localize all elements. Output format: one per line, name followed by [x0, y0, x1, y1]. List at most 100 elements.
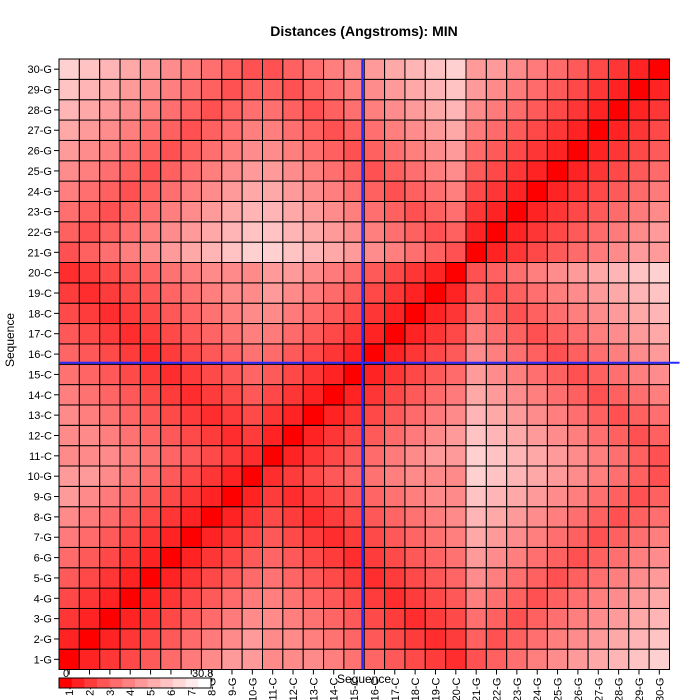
heatmap-cell-5-G-6-G[interactable] [160, 567, 182, 589]
heatmap-cell-18-C-17-C[interactable] [384, 302, 406, 325]
heatmap-cell-30-G-21-G[interactable] [465, 58, 487, 80]
heatmap-cell-9-G-17-C[interactable] [384, 485, 406, 508]
heatmap-cell-29-G-26-G[interactable] [567, 78, 589, 101]
heatmap-cell-6-G-5-G[interactable] [139, 546, 162, 569]
heatmap-cell-5-G-13-C[interactable] [302, 567, 325, 589]
heatmap-cell-27-G-15-C[interactable] [343, 119, 365, 141]
heatmap-cell-22-G-23-G[interactable] [506, 221, 528, 243]
heatmap-cell-13-C-16-C[interactable] [363, 404, 386, 426]
heatmap-cell-19-C-28-G[interactable] [607, 282, 630, 304]
heatmap-cell-25-G-14-C[interactable] [323, 160, 345, 182]
heatmap-cell-14-C-13-C[interactable] [302, 384, 325, 406]
heatmap-cell-9-G-25-G[interactable] [546, 485, 569, 508]
heatmap-cell-12-C-15-C[interactable] [343, 424, 365, 447]
heatmap-cell-11-C-29-G[interactable] [628, 445, 650, 467]
heatmap-cell-10-G-16-C[interactable] [363, 465, 386, 487]
heatmap-cell-20-C-6-G[interactable] [160, 262, 182, 284]
heatmap-cell-11-C-19-C[interactable] [424, 445, 447, 467]
heatmap-cell-6-G-2-G[interactable] [78, 546, 101, 569]
heatmap-cell-22-G-15-C[interactable] [343, 221, 365, 243]
heatmap-cell-21-G-22-G[interactable] [485, 241, 508, 263]
heatmap-cell-18-C-24-G[interactable] [526, 302, 548, 325]
heatmap-cell-1-G-19-C[interactable] [424, 648, 447, 671]
heatmap-cell-2-G-30-G[interactable] [648, 628, 671, 650]
heatmap-cell-25-G-26-G[interactable] [567, 160, 589, 182]
heatmap-cell-3-G-4-G[interactable] [119, 607, 141, 630]
heatmap-cell-3-G-17-C[interactable] [384, 607, 406, 630]
heatmap-cell-18-C-5-G[interactable] [139, 302, 162, 325]
heatmap-cell-20-C-1-G[interactable] [58, 262, 80, 284]
heatmap-cell-2-G-7-G[interactable] [180, 628, 202, 650]
heatmap-cell-21-G-18-C[interactable] [404, 241, 426, 263]
heatmap-cell-18-C-23-G[interactable] [506, 302, 528, 325]
heatmap-cell-28-G-21-G[interactable] [465, 99, 487, 121]
heatmap-cell-19-C-16-C[interactable] [363, 282, 386, 304]
heatmap-cell-25-G-10-G[interactable] [241, 160, 263, 182]
heatmap-cell-13-C-2-G[interactable] [78, 404, 101, 426]
heatmap-cell-14-C-17-C[interactable] [384, 384, 406, 406]
heatmap-cell-13-C-23-G[interactable] [506, 404, 528, 426]
heatmap-cell-15-C-27-G[interactable] [587, 363, 609, 386]
heatmap-cell-24-G-27-G[interactable] [587, 180, 609, 202]
heatmap-cell-6-G-29-G[interactable] [628, 546, 650, 569]
heatmap-cell-28-G-3-G[interactable] [99, 99, 121, 121]
heatmap-cell-14-C-19-C[interactable] [424, 384, 447, 406]
heatmap-cell-23-G-26-G[interactable] [567, 200, 589, 223]
heatmap-cell-3-G-25-G[interactable] [546, 607, 569, 630]
heatmap-cell-22-G-14-C[interactable] [323, 221, 345, 243]
heatmap-cell-7-G-11-C[interactable] [262, 526, 284, 548]
heatmap-cell-28-G-29-G[interactable] [628, 99, 650, 121]
heatmap-cell-30-G-23-G[interactable] [506, 58, 528, 80]
heatmap-cell-15-C-3-G[interactable] [99, 363, 121, 386]
heatmap-cell-3-G-23-G[interactable] [506, 607, 528, 630]
heatmap-cell-25-G-27-G[interactable] [587, 160, 609, 182]
heatmap-cell-20-C-12-C[interactable] [282, 262, 304, 284]
heatmap-cell-5-G-21-G[interactable] [465, 567, 487, 589]
heatmap-cell-4-G-16-C[interactable] [363, 587, 386, 609]
heatmap-cell-27-G-8-G[interactable] [200, 119, 223, 141]
heatmap-cell-2-G-28-G[interactable] [607, 628, 630, 650]
heatmap-cell-23-G-2-G[interactable] [78, 200, 101, 223]
heatmap-cell-6-G-26-G[interactable] [567, 546, 589, 569]
heatmap-cell-10-G-13-C[interactable] [302, 465, 325, 487]
heatmap-cell-24-G-1-G[interactable] [58, 180, 80, 202]
heatmap-cell-4-G-10-G[interactable] [241, 587, 263, 609]
heatmap-cell-22-G-27-G[interactable] [587, 221, 609, 243]
heatmap-cell-20-C-19-C[interactable] [424, 262, 447, 284]
heatmap-cell-14-C-24-G[interactable] [526, 384, 548, 406]
heatmap-cell-24-G-6-G[interactable] [160, 180, 182, 202]
heatmap-cell-20-C-10-G[interactable] [241, 262, 263, 284]
heatmap-cell-9-G-30-G[interactable] [648, 485, 671, 508]
heatmap-cell-27-G-7-G[interactable] [180, 119, 202, 141]
heatmap-cell-12-C-26-G[interactable] [567, 424, 589, 447]
heatmap-cell-1-G-20-C[interactable] [445, 648, 467, 671]
heatmap-cell-16-C-12-C[interactable] [282, 343, 304, 365]
heatmap-cell-9-G-15-C[interactable] [343, 485, 365, 508]
heatmap-cell-22-G-1-G[interactable] [58, 221, 80, 243]
heatmap-cell-23-G-5-G[interactable] [139, 200, 162, 223]
heatmap-cell-11-C-28-G[interactable] [607, 445, 630, 467]
heatmap-cell-20-C-2-G[interactable] [78, 262, 101, 284]
heatmap-cell-25-G-22-G[interactable] [485, 160, 508, 182]
heatmap-cell-3-G-20-C[interactable] [445, 607, 467, 630]
heatmap-cell-23-G-23-G[interactable] [506, 200, 528, 223]
heatmap-cell-4-G-5-G[interactable] [139, 587, 162, 609]
heatmap-cell-26-G-27-G[interactable] [587, 139, 609, 162]
heatmap-cell-23-G-3-G[interactable] [99, 200, 121, 223]
heatmap-cell-20-C-18-C[interactable] [404, 262, 426, 284]
heatmap-cell-19-C-17-C[interactable] [384, 282, 406, 304]
heatmap-cell-8-G-6-G[interactable] [160, 506, 182, 528]
heatmap-cell-23-G-7-G[interactable] [180, 200, 202, 223]
heatmap-cell-5-G-10-G[interactable] [241, 567, 263, 589]
heatmap-cell-23-G-13-C[interactable] [302, 200, 325, 223]
heatmap-cell-8-G-24-G[interactable] [526, 506, 548, 528]
heatmap-cell-26-G-4-G[interactable] [119, 139, 141, 162]
heatmap-cell-7-G-25-G[interactable] [546, 526, 569, 548]
heatmap-cell-13-C-12-C[interactable] [282, 404, 304, 426]
heatmap-cell-7-G-29-G[interactable] [628, 526, 650, 548]
heatmap-cell-16-C-26-G[interactable] [567, 343, 589, 365]
heatmap-cell-6-G-22-G[interactable] [485, 546, 508, 569]
heatmap-cell-26-G-5-G[interactable] [139, 139, 162, 162]
heatmap-cell-8-G-17-C[interactable] [384, 506, 406, 528]
heatmap-cell-30-G-25-G[interactable] [546, 58, 569, 80]
